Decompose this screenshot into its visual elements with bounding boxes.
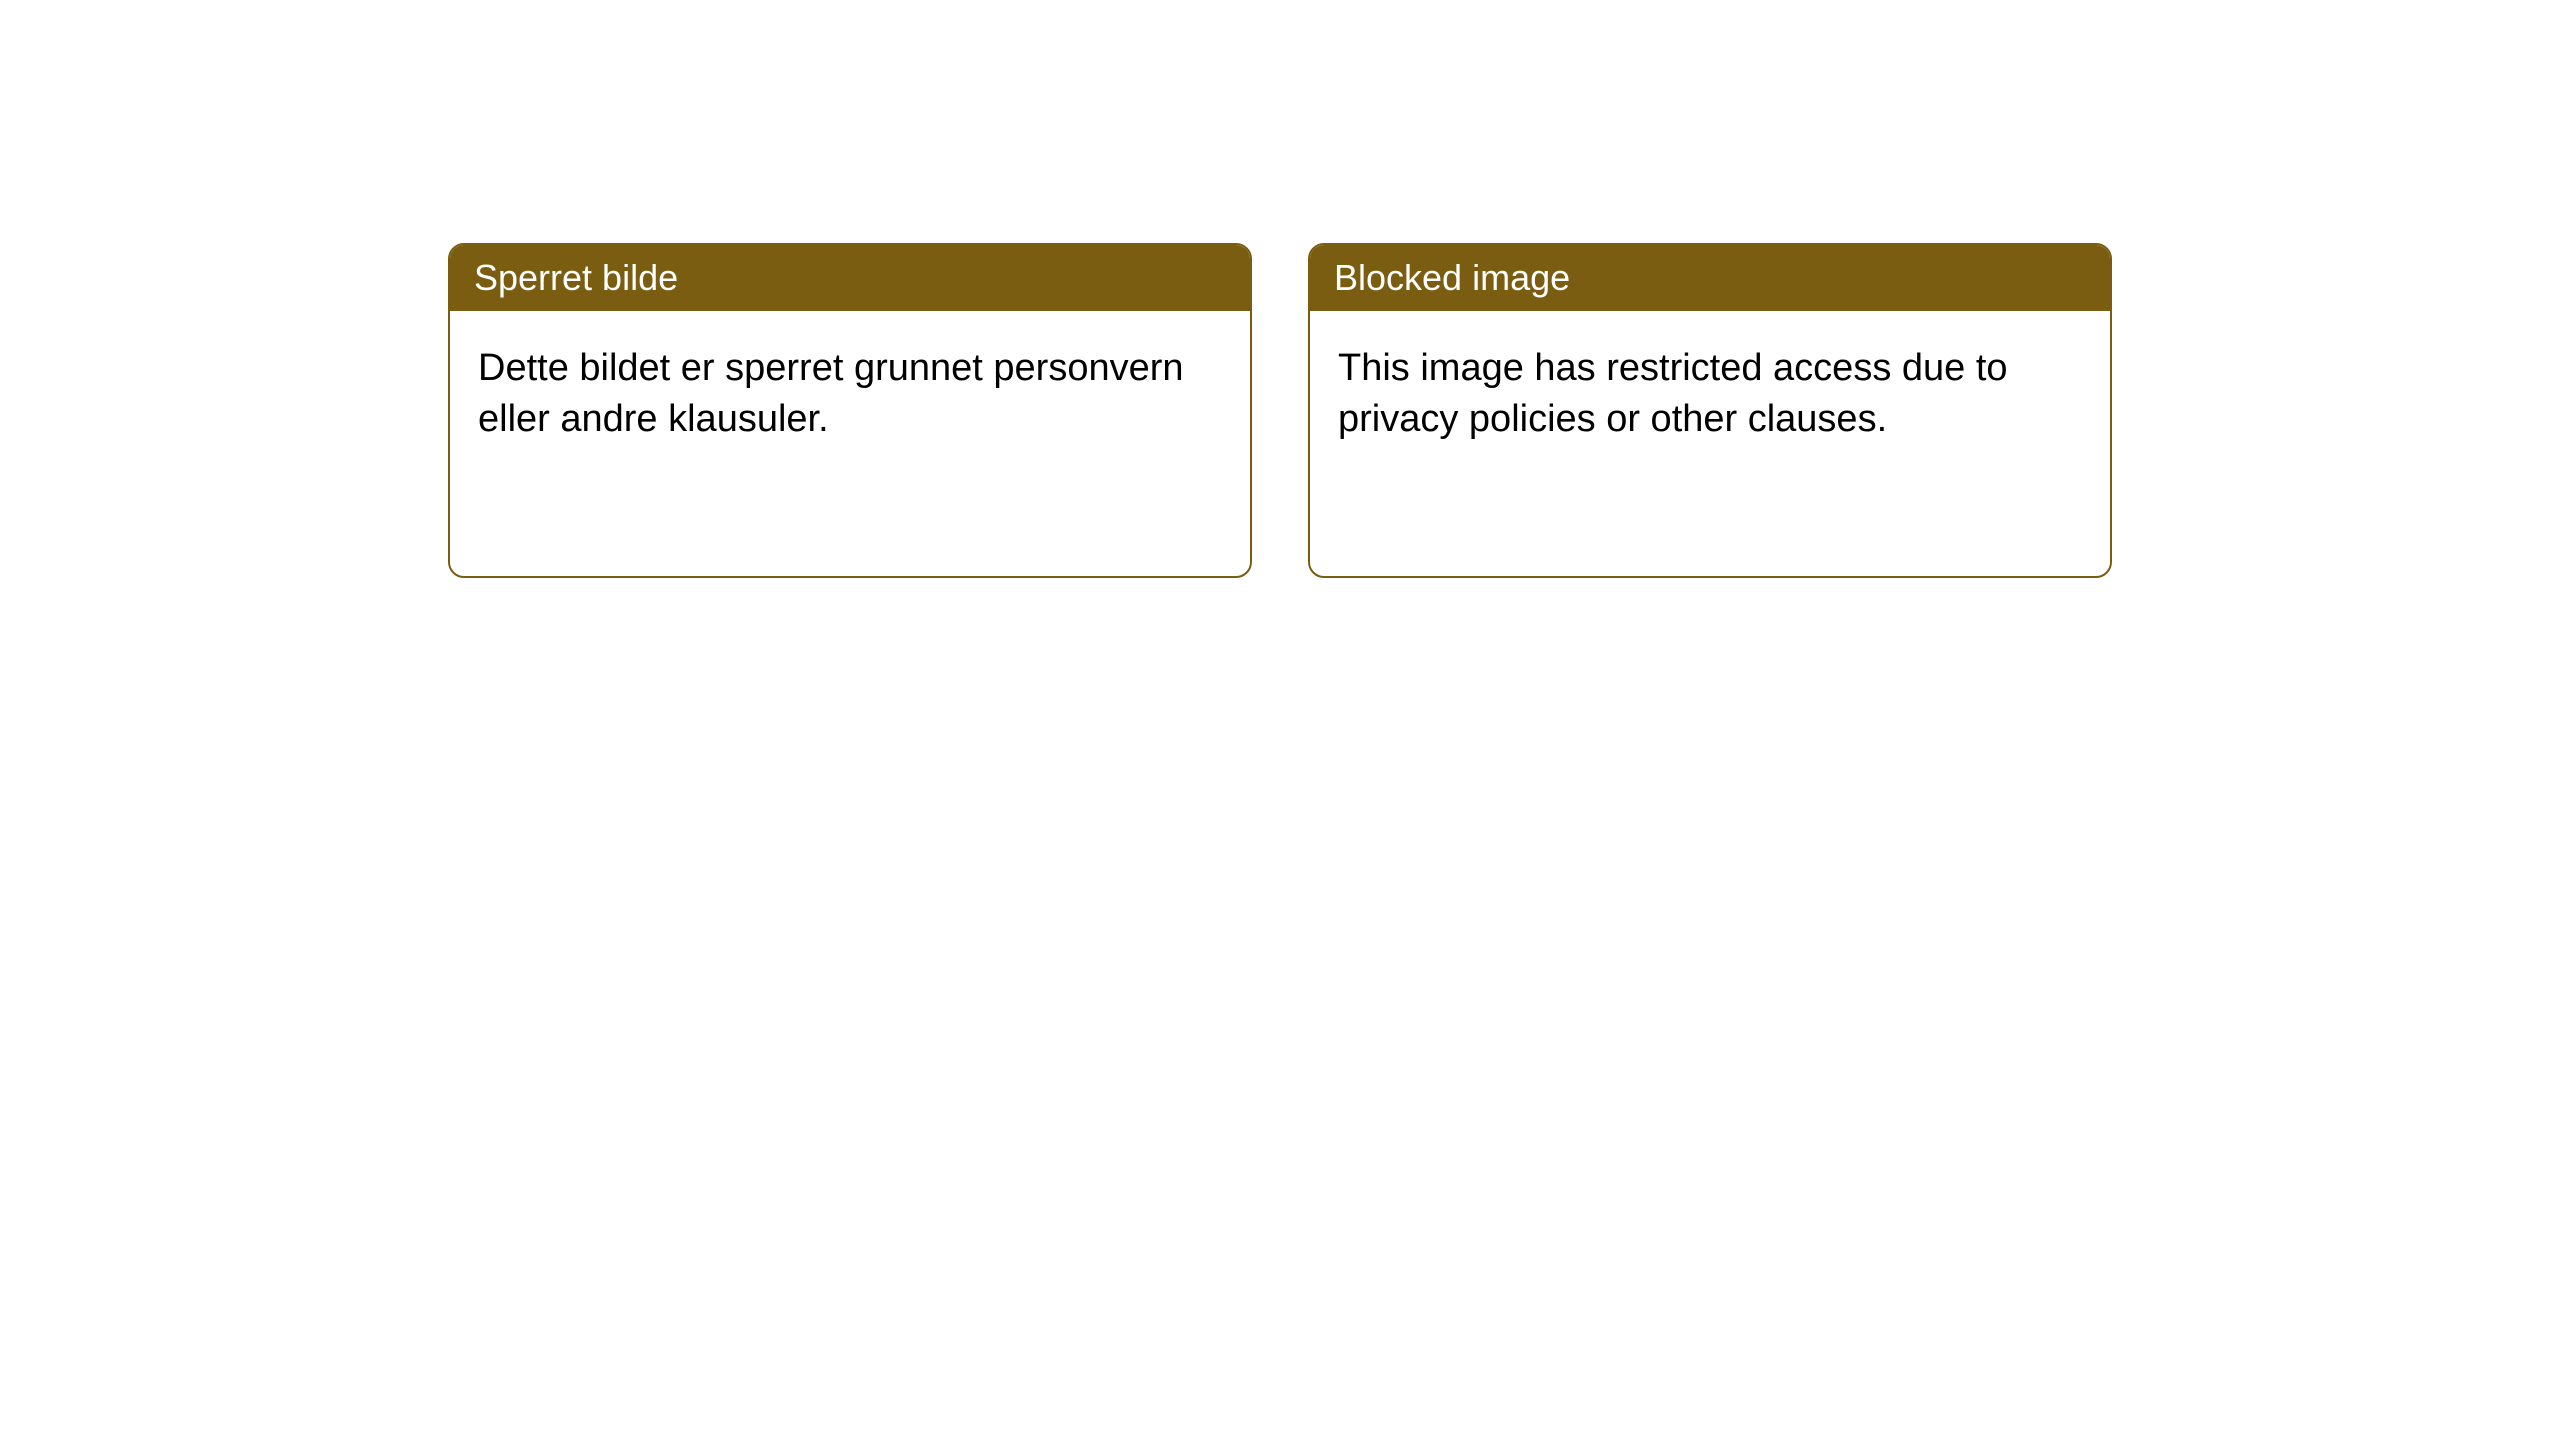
card-body: Dette bildet er sperret grunnet personve…	[450, 311, 1250, 478]
card-header: Sperret bilde	[450, 245, 1250, 311]
card-title: Sperret bilde	[474, 257, 678, 298]
notice-cards-container: Sperret bilde Dette bildet er sperret gr…	[448, 243, 2112, 578]
card-header: Blocked image	[1310, 245, 2110, 311]
card-body-text: Dette bildet er sperret grunnet personve…	[478, 347, 1184, 440]
card-body-text: This image has restricted access due to …	[1338, 347, 2008, 440]
notice-card-english: Blocked image This image has restricted …	[1308, 243, 2112, 578]
card-body: This image has restricted access due to …	[1310, 311, 2110, 478]
card-title: Blocked image	[1334, 257, 1570, 298]
notice-card-norwegian: Sperret bilde Dette bildet er sperret gr…	[448, 243, 1252, 578]
